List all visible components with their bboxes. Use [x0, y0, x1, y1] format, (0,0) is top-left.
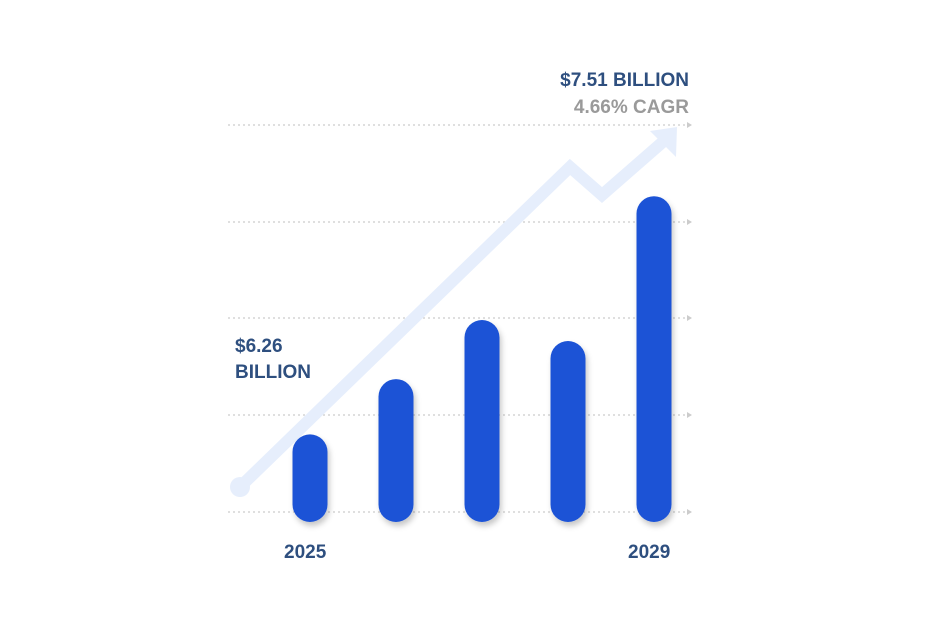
bar-2025: [292, 434, 328, 522]
end-value-label: $7.51 BILLION: [560, 70, 689, 91]
bar-2026: [378, 379, 414, 522]
start-value-label: $6.26 BILLION: [235, 334, 311, 386]
bar-2028: [550, 341, 586, 522]
cagr-label: 4.66% CAGR: [573, 97, 689, 118]
gridline-arrow-tip: [687, 219, 692, 225]
trend-line: [235, 135, 669, 492]
gridline-arrow-tip: [687, 315, 692, 321]
gridline-arrow-tip: [687, 509, 692, 515]
trend-arrowhead: [650, 127, 677, 157]
trend-arrow: [230, 127, 677, 497]
gridline-arrow-tip: [687, 412, 692, 418]
trend-start-dot: [230, 477, 250, 497]
gridline-arrow-tip: [687, 122, 692, 128]
start-value-line1: $6.26: [235, 336, 283, 357]
bar-2027: [464, 320, 500, 522]
x-label-end: 2029: [628, 542, 671, 563]
x-label-start: 2025: [284, 542, 327, 563]
bar-2029: [636, 196, 672, 522]
start-value-line2: BILLION: [235, 362, 311, 383]
bars: [292, 196, 672, 522]
